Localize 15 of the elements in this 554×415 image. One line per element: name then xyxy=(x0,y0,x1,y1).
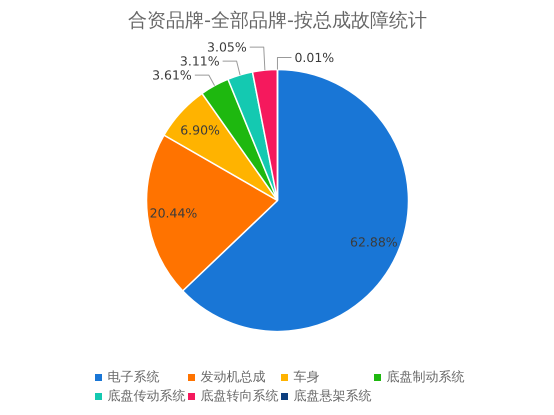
legend-label: 底盘传动系统 xyxy=(108,389,186,404)
data-label: 3.05% xyxy=(207,40,247,55)
legend-label: 车身 xyxy=(294,370,320,385)
data-label: 3.11% xyxy=(180,54,220,69)
legend-label: 底盘转向系统 xyxy=(200,389,278,404)
data-label: 0.01% xyxy=(294,50,334,65)
data-label: 3.61% xyxy=(152,68,192,83)
data-label: 62.88% xyxy=(350,234,398,250)
chart-title: 合资品牌-全部品牌-按总成故障统计 xyxy=(128,10,427,32)
legend-label: 底盘悬架系统 xyxy=(294,389,372,404)
legend-label: 发动机总成 xyxy=(200,370,266,385)
data-label: 6.90% xyxy=(180,122,220,138)
legend-label: 电子系统 xyxy=(108,370,160,385)
legend-label: 底盘制动系统 xyxy=(386,370,464,385)
data-label: 20.44% xyxy=(150,205,198,220)
